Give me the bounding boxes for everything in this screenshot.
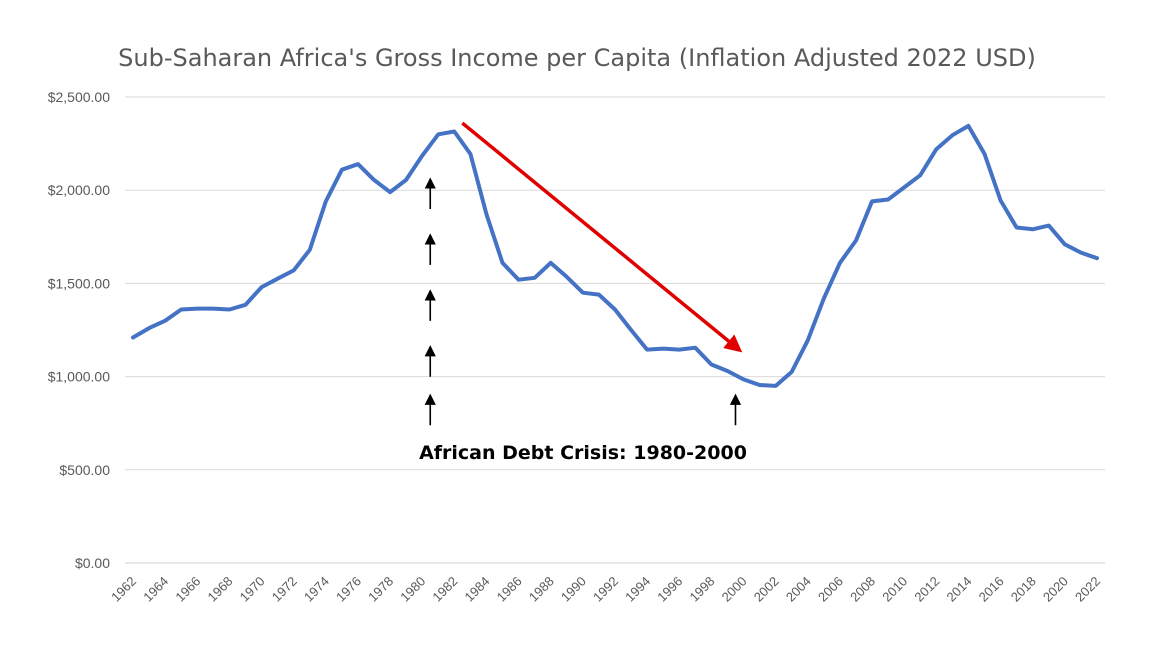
y-tick-label: $0.00: [75, 555, 110, 571]
annotation-text: African Debt Crisis: 1980-2000: [419, 442, 747, 464]
gridlines: [125, 96, 1105, 564]
income-series-line: [131, 123, 1099, 388]
trend-arrow: [461, 121, 743, 353]
y-axis-ticks: $0.00 $500.00 $1,000.00 $1,500.00 $2,000.00 $…: [48, 89, 111, 571]
y-tick-label: $1,500.00: [48, 275, 110, 291]
chart-title: Sub-Saharan Africa's Gross Income per Ca…: [118, 44, 1036, 72]
y-tick-label: $500.00: [59, 462, 110, 478]
y-tick-label: $1,000.00: [48, 369, 110, 385]
y-tick-label: $2,500.00: [48, 89, 110, 105]
y-tick-label: $2,000.00: [48, 182, 110, 198]
annotation-layer: [424, 121, 743, 426]
series-layer: [131, 123, 1099, 388]
